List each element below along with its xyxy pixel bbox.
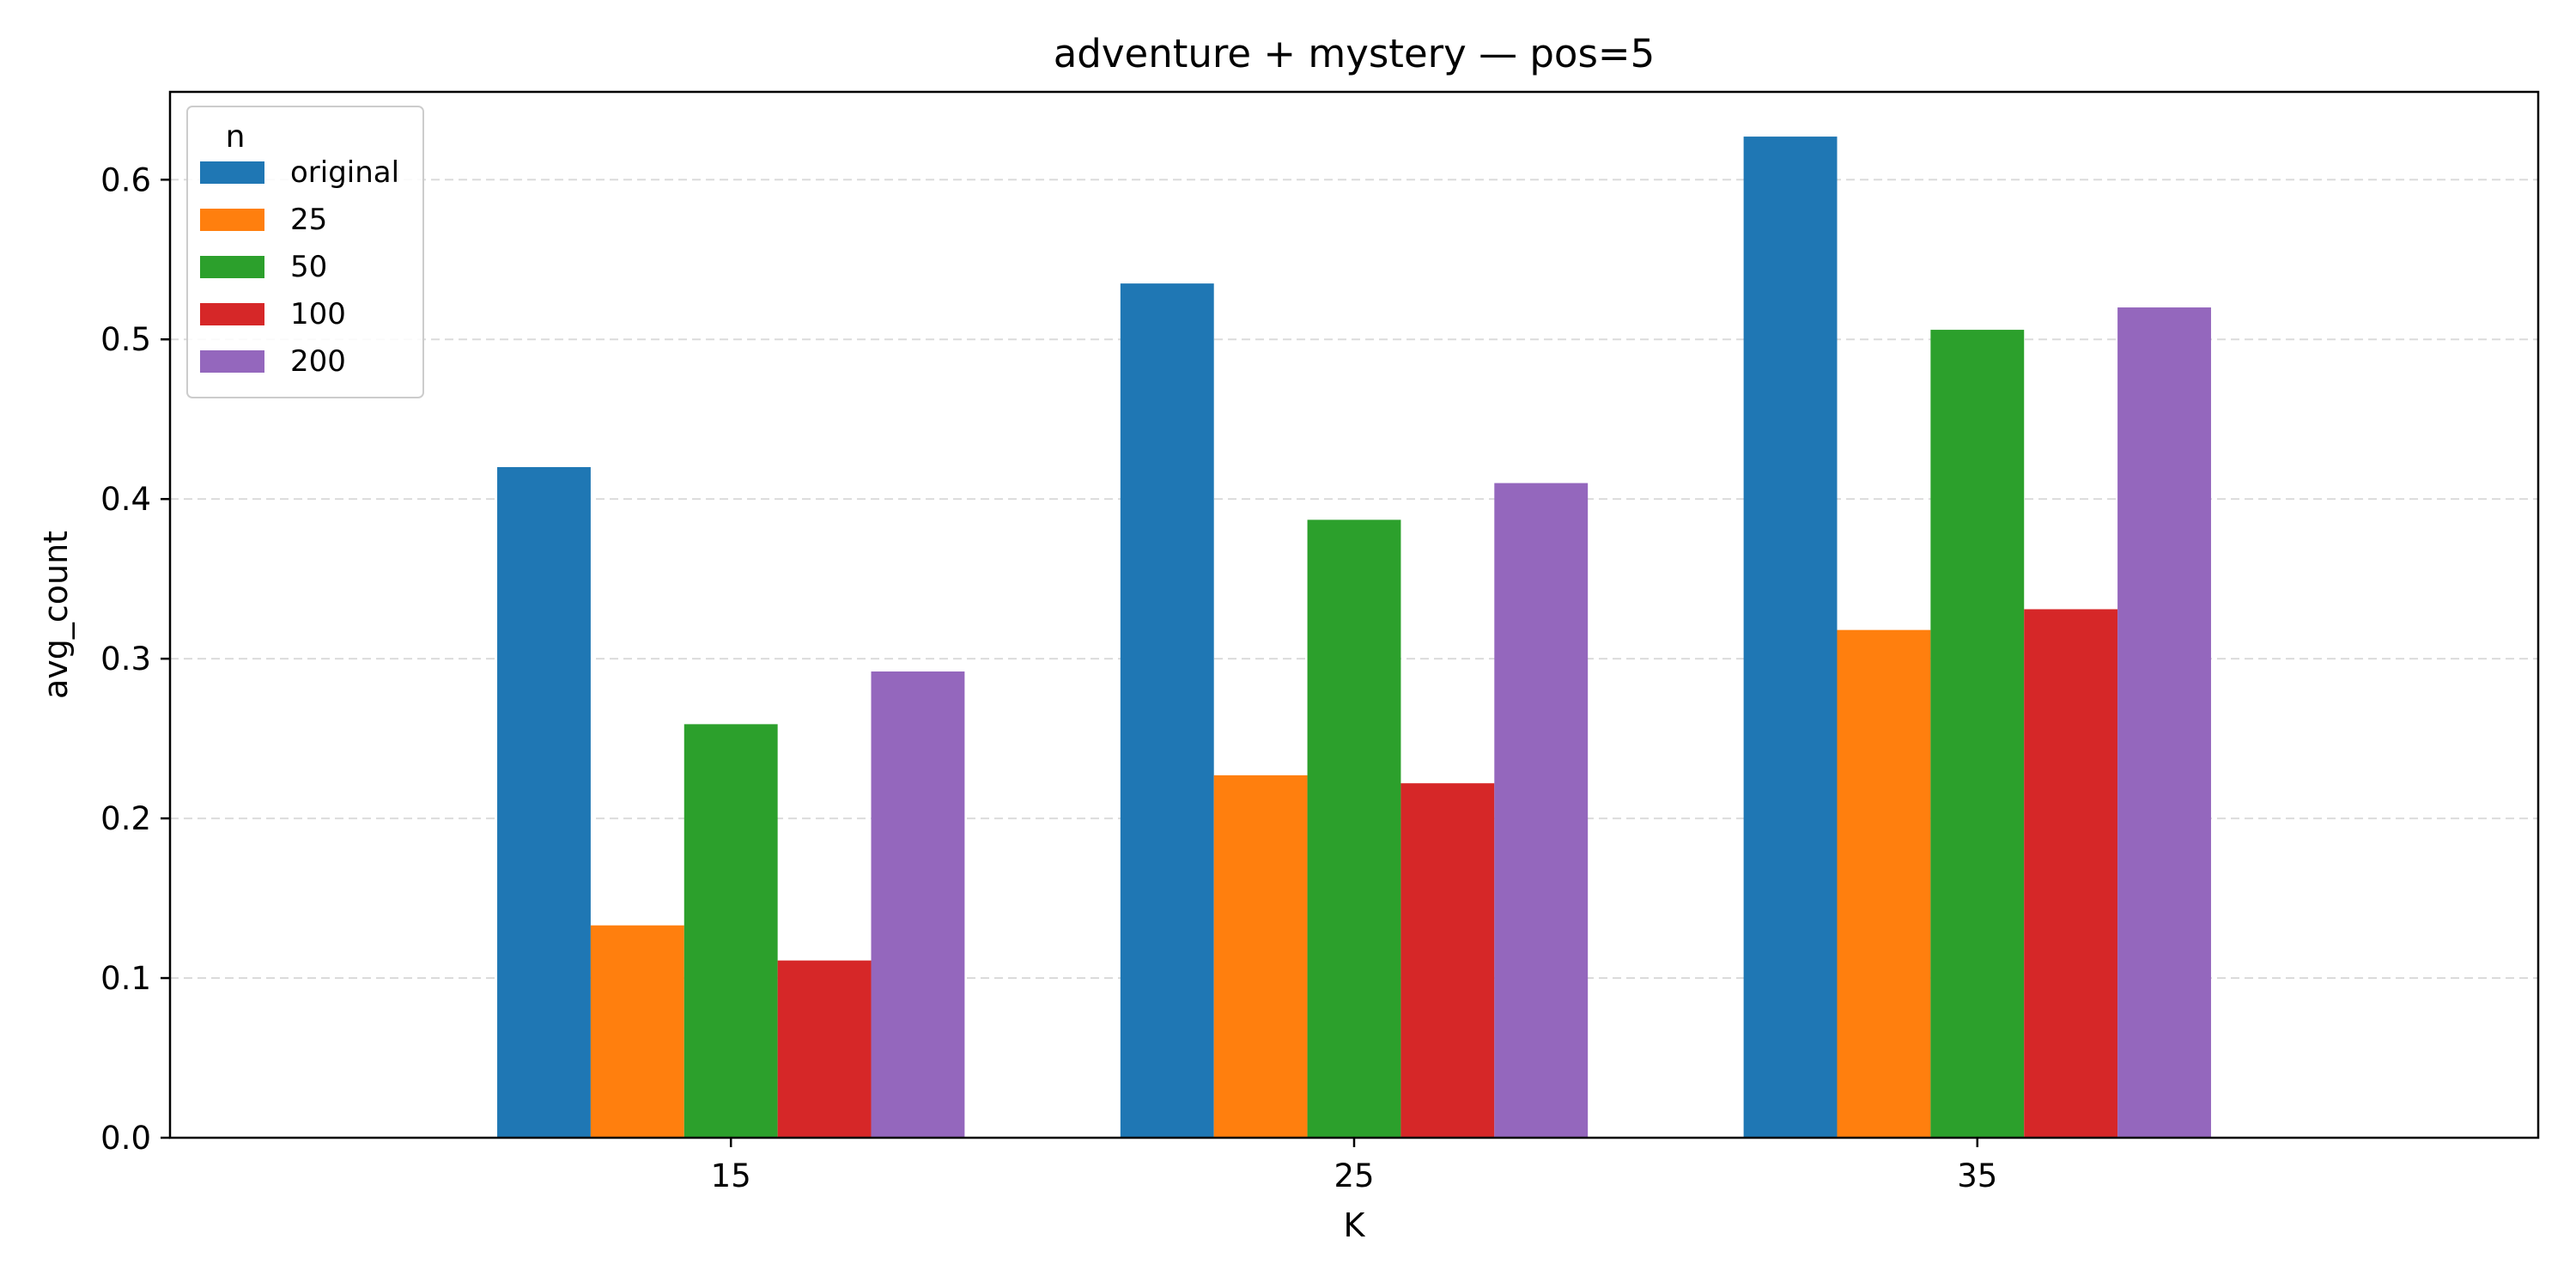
bars: [497, 137, 2211, 1139]
bar-25-15: [590, 925, 684, 1138]
legend-label-50: 50: [290, 250, 327, 284]
bar-100-35: [2024, 609, 2118, 1138]
bar-100-25: [1400, 783, 1495, 1138]
y-tick-label-1: 0.1: [100, 960, 151, 997]
y-tick-label-5: 0.5: [100, 321, 151, 358]
y-tick-label-2: 0.2: [100, 800, 151, 837]
legend-label-25: 25: [290, 203, 327, 237]
legend-label-200: 200: [290, 344, 346, 379]
x-tick-label-25: 25: [1334, 1157, 1374, 1194]
y-tick-label-3: 0.3: [100, 641, 151, 677]
bar-25-35: [1837, 629, 1931, 1138]
bar-200-15: [871, 671, 965, 1138]
bar-original-15: [497, 466, 591, 1138]
axis-ticks: 0.0 0.1 0.2 0.3 0.4 0.5 0.6 15 25 35: [100, 161, 1997, 1194]
bar-50-25: [1307, 519, 1401, 1138]
legend-swatch-200: [200, 350, 264, 373]
bar-original-35: [1743, 137, 1838, 1139]
y-axis-label: avg_count: [37, 531, 75, 699]
x-tick-label-15: 15: [711, 1157, 751, 1194]
bar-50-35: [1930, 330, 2025, 1138]
legend-swatch-original: [200, 161, 264, 184]
bar-200-25: [1494, 483, 1589, 1138]
legend-swatch-100: [200, 303, 264, 325]
bar-original-25: [1120, 283, 1214, 1139]
bar-50-15: [683, 724, 778, 1138]
legend-title: n: [226, 119, 246, 155]
chart-title: adventure + mystery — pos=5: [1054, 31, 1656, 76]
legend: n original 25 50 100 200: [186, 106, 424, 398]
x-tick-label-35: 35: [1957, 1157, 1997, 1194]
legend-label-original: original: [290, 155, 399, 190]
bar-200-35: [2117, 307, 2211, 1138]
legend-swatch-25: [200, 209, 264, 231]
bar-25-25: [1213, 775, 1308, 1138]
legend-label-100: 100: [290, 297, 346, 331]
bar-100-15: [777, 960, 872, 1138]
legend-swatch-50: [200, 256, 264, 278]
y-tick-label-0: 0.0: [100, 1120, 151, 1157]
x-axis-label: K: [1344, 1206, 1366, 1244]
y-tick-label-4: 0.4: [100, 481, 151, 518]
y-tick-label-6: 0.6: [100, 161, 151, 198]
